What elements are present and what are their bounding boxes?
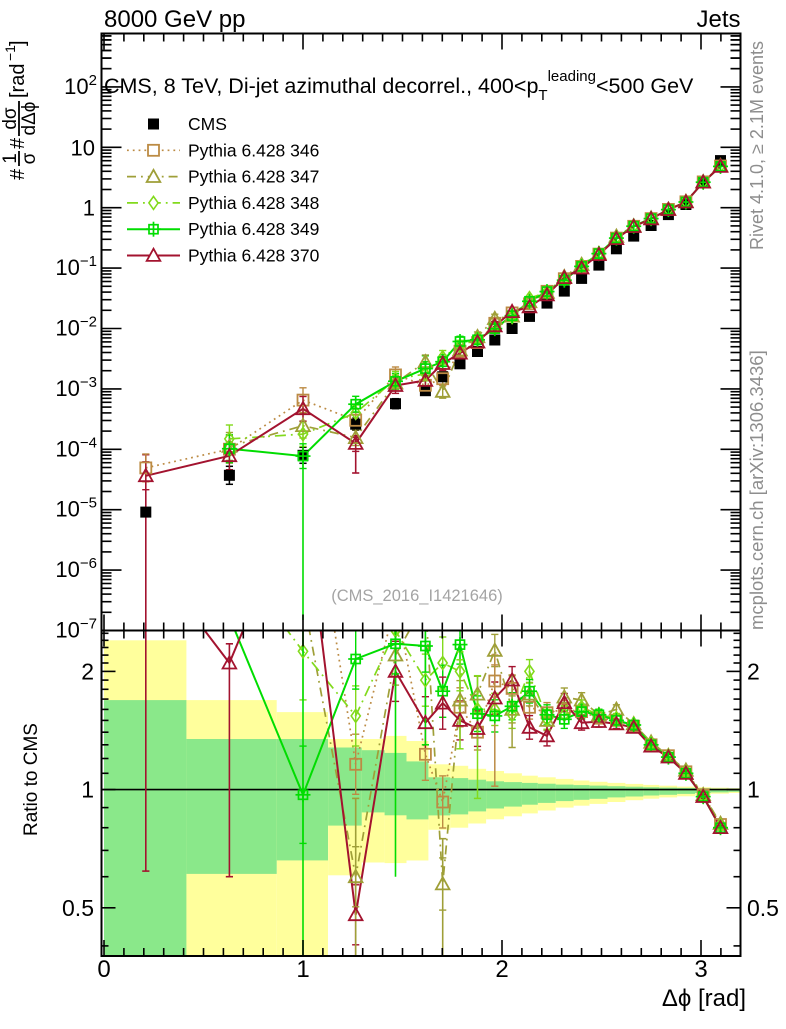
svg-text:0.5: 0.5 [62, 895, 94, 921]
svg-text:CMS: CMS [188, 114, 227, 134]
svg-text:3: 3 [694, 956, 707, 983]
svg-text:dσ: dσ [0, 107, 21, 130]
svg-text:Pythia 6.428 370: Pythia 6.428 370 [188, 246, 320, 266]
svg-text:0.5: 0.5 [747, 895, 779, 921]
svg-text:(CMS_2016_I1421646): (CMS_2016_I1421646) [331, 587, 503, 605]
svg-text:Ratio to CMS: Ratio to CMS [21, 723, 42, 836]
svg-text:Pythia 6.428 348: Pythia 6.428 348 [188, 193, 319, 213]
svg-text:Pythia 6.428 349: Pythia 6.428 349 [188, 219, 319, 239]
svg-text:2: 2 [747, 658, 760, 684]
svg-text:1: 1 [0, 153, 21, 164]
svg-text:dΔϕ: dΔϕ [19, 102, 40, 136]
svg-text:0: 0 [97, 956, 110, 983]
svg-text:Rivet 4.1.0, ≥ 2.1M events: Rivet 4.1.0, ≥ 2.1M events [747, 41, 767, 250]
svg-text:#: # [7, 137, 29, 149]
svg-text:Pythia 6.428 346: Pythia 6.428 346 [188, 140, 319, 160]
svg-text:2: 2 [81, 658, 94, 684]
svg-text:8000 GeV pp: 8000 GeV pp [104, 6, 245, 33]
svg-text:1: 1 [81, 777, 94, 803]
svg-text:1: 1 [83, 196, 95, 221]
svg-text:Pythia 6.428 347: Pythia 6.428 347 [188, 167, 319, 187]
svg-text:1: 1 [296, 956, 309, 983]
svg-text:σ: σ [19, 152, 40, 164]
svg-text:−1: −1 [2, 45, 18, 61]
svg-text:mcplots.cern.ch [arXiv:1306.34: mcplots.cern.ch [arXiv:1306.3436] [746, 350, 767, 630]
svg-text:Δϕ [rad]: Δϕ [rad] [662, 985, 746, 1012]
svg-text:#: # [7, 168, 29, 180]
svg-text:[rad: [rad [7, 64, 29, 98]
svg-text:1: 1 [747, 777, 760, 803]
svg-text:10: 10 [71, 135, 95, 160]
svg-text:2: 2 [495, 956, 508, 983]
svg-text:]: ] [7, 40, 29, 46]
svg-text:Jets: Jets [696, 6, 740, 33]
